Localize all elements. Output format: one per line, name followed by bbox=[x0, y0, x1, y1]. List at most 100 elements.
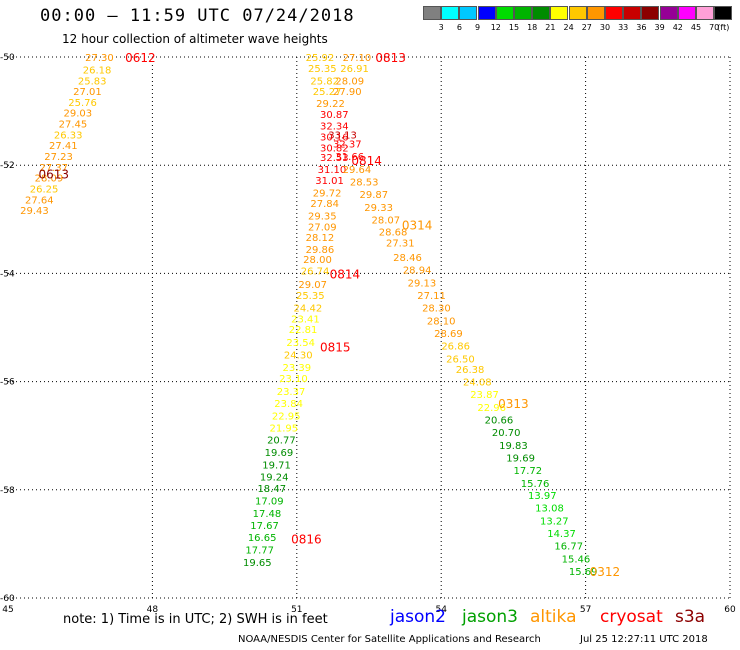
colorbar-label: 33 bbox=[618, 23, 629, 32]
y-tick-label: -56 bbox=[0, 378, 15, 388]
data-label: 29.13 bbox=[408, 279, 437, 290]
data-label: 23.84 bbox=[274, 399, 303, 410]
data-label: 30.16 bbox=[320, 133, 349, 144]
colorbar-label: 30 bbox=[599, 23, 611, 32]
data-label: 13.08 bbox=[535, 504, 564, 515]
y-tick-label: -50 bbox=[0, 53, 15, 63]
data-label: 27.23 bbox=[44, 152, 73, 163]
colorbar-swatch bbox=[586, 6, 605, 20]
colorbar-label: 3 bbox=[438, 23, 444, 32]
credit-text: NOAA/NESDIS Center for Satellite Applica… bbox=[238, 634, 541, 645]
data-label: 15.46 bbox=[562, 555, 591, 566]
data-label: 27.90 bbox=[333, 87, 362, 98]
x-tick-label: 45 bbox=[2, 605, 13, 615]
data-label: 20.77 bbox=[267, 435, 296, 446]
data-label: 28.10 bbox=[427, 316, 456, 327]
time-label: 0815 bbox=[320, 340, 351, 354]
colorbar-swatch bbox=[568, 6, 587, 20]
data-label: 22.95 bbox=[272, 412, 301, 423]
data-label: 15.76 bbox=[521, 479, 550, 490]
data-label: 25.35 bbox=[296, 291, 325, 302]
data-label: 27.41 bbox=[49, 141, 78, 152]
data-label: 17.09 bbox=[255, 497, 284, 508]
data-label: 31.10 bbox=[318, 165, 347, 176]
mission-s3a: s3a bbox=[675, 607, 706, 627]
time-label: 0313 bbox=[498, 397, 529, 411]
time-label: 0613 bbox=[38, 167, 69, 181]
data-label: 24.42 bbox=[294, 303, 323, 314]
data-label: 25.76 bbox=[68, 98, 97, 109]
data-label: 24.08 bbox=[463, 378, 492, 389]
data-label: 17.48 bbox=[253, 509, 282, 520]
data-label: 17.72 bbox=[514, 466, 543, 477]
data-label: 29.35 bbox=[308, 212, 337, 223]
data-label: 28.53 bbox=[350, 177, 379, 188]
data-label: 29.86 bbox=[306, 245, 335, 256]
data-label: 25.92 bbox=[306, 53, 335, 64]
data-label: 26.74 bbox=[301, 267, 330, 278]
data-label: 28.68 bbox=[379, 228, 408, 239]
data-label: 26.33 bbox=[54, 130, 83, 141]
mission-jason3: jason3 bbox=[462, 607, 518, 627]
data-label: 29.64 bbox=[343, 165, 372, 176]
x-tick-label: 51 bbox=[291, 605, 302, 615]
data-label: 28.07 bbox=[372, 215, 401, 226]
data-label: 19.69 bbox=[265, 448, 294, 459]
mission-altika: altika bbox=[530, 607, 577, 627]
colorbar-label: 6 bbox=[456, 23, 462, 32]
colorbar-swatch bbox=[714, 6, 733, 20]
data-label: 13.27 bbox=[540, 517, 569, 528]
timestamp-text: Jul 25 12:27:11 UTC 2018 bbox=[580, 634, 708, 645]
data-label: 14.37 bbox=[547, 529, 576, 540]
colorbar-label: 9 bbox=[475, 23, 481, 32]
data-label: 28.94 bbox=[403, 266, 432, 277]
colorbar-label: 36 bbox=[636, 23, 647, 32]
data-label: 27.11 bbox=[417, 291, 446, 302]
colorbar-label: 27 bbox=[581, 23, 592, 32]
data-label: 31.66 bbox=[335, 152, 364, 163]
data-label: 29.07 bbox=[298, 280, 327, 291]
data-label: 26.50 bbox=[446, 354, 475, 365]
colorbar-swatch bbox=[477, 6, 496, 20]
data-label: 29.72 bbox=[313, 188, 342, 199]
colorbar-swatch bbox=[605, 6, 623, 20]
data-label: 22.96 bbox=[477, 403, 506, 414]
colorbar-swatch bbox=[423, 6, 441, 20]
x-tick-label: 54 bbox=[435, 605, 447, 615]
data-label: 22.81 bbox=[289, 325, 318, 336]
data-label: 27.10 bbox=[343, 53, 372, 64]
colorbar-swatch bbox=[459, 6, 478, 20]
mission-jason2: jason2 bbox=[390, 607, 446, 627]
data-label: 27.30 bbox=[85, 53, 114, 64]
time-label: 0816 bbox=[291, 532, 322, 546]
data-label: 25.83 bbox=[78, 76, 107, 87]
data-label: 25.82 bbox=[310, 76, 339, 87]
data-label: 28.30 bbox=[422, 303, 451, 314]
data-label: 29.03 bbox=[63, 109, 92, 120]
colorbar-label: 18 bbox=[527, 23, 538, 32]
colorbar-label: 70 bbox=[709, 23, 720, 32]
data-label: 29.87 bbox=[359, 190, 388, 201]
data-label: 27.64 bbox=[25, 195, 54, 206]
colorbar-label: 42 bbox=[672, 23, 683, 32]
data-label: 27.37 bbox=[39, 163, 68, 174]
data-label: 31.01 bbox=[315, 176, 344, 187]
data-label: 30.87 bbox=[320, 110, 349, 121]
time-label: 0814 bbox=[351, 154, 382, 168]
colorbar-swatch bbox=[532, 6, 551, 20]
data-label: 29.33 bbox=[364, 203, 393, 214]
y-tick-label: -52 bbox=[0, 161, 15, 171]
colorbar-swatch bbox=[514, 6, 532, 20]
data-label: 19.24 bbox=[260, 472, 289, 483]
colorbar-swatch bbox=[641, 6, 660, 20]
colorbar-label: 21 bbox=[545, 23, 556, 32]
data-label: 25.35 bbox=[308, 64, 337, 75]
y-tick-label: -60 bbox=[0, 594, 15, 604]
x-tick-label: 57 bbox=[580, 605, 591, 615]
data-label: 23.39 bbox=[282, 363, 311, 374]
colorbar-label: 24 bbox=[563, 23, 574, 32]
data-label: 25.27 bbox=[313, 87, 342, 98]
data-label: 29.22 bbox=[316, 99, 345, 110]
data-label: 32.37 bbox=[333, 140, 362, 151]
